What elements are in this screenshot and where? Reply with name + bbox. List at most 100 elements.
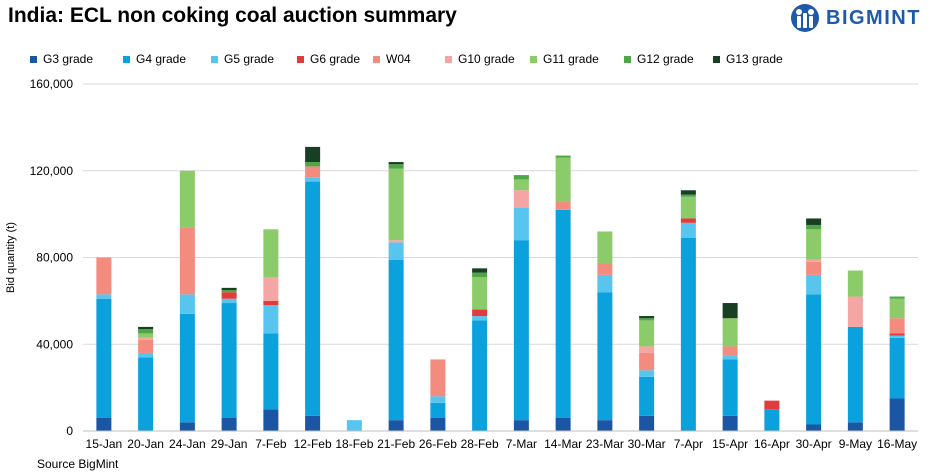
legend-label: G6 grade bbox=[310, 52, 361, 66]
legend-swatch bbox=[530, 55, 537, 63]
bar-segment bbox=[221, 290, 237, 293]
bar-segment bbox=[639, 318, 655, 321]
legend-swatch bbox=[373, 55, 380, 63]
bar-segment bbox=[179, 422, 195, 431]
legend-label: W04 bbox=[386, 52, 411, 66]
y-tick-label: 120,000 bbox=[30, 164, 74, 178]
bigmint-logo-icon bbox=[791, 4, 819, 32]
bar-segment bbox=[639, 316, 655, 319]
bar-segment bbox=[305, 177, 321, 182]
legend-swatch bbox=[123, 55, 130, 63]
y-tick-label: 80,000 bbox=[36, 251, 73, 265]
legend-swatch bbox=[211, 55, 218, 63]
bar-segment bbox=[138, 329, 154, 334]
bar-segment bbox=[138, 339, 154, 353]
legend-swatch bbox=[713, 55, 720, 63]
bar-segment bbox=[263, 409, 279, 431]
bar-segment bbox=[639, 352, 655, 371]
bar-segment bbox=[138, 352, 154, 358]
bar-segment bbox=[305, 162, 321, 167]
x-tick-label: 20-Jan bbox=[127, 437, 164, 451]
bar-segment bbox=[764, 400, 780, 410]
legend-label: G13 grade bbox=[726, 52, 783, 66]
x-tick-label: 7-Mar bbox=[506, 437, 537, 451]
bar-segment bbox=[889, 398, 905, 431]
legend-label: G4 grade bbox=[136, 52, 187, 66]
brand-logo: BIGMINT bbox=[790, 2, 921, 34]
x-tick-label: 16-Apr bbox=[754, 437, 790, 451]
legend-label: G12 grade bbox=[637, 52, 694, 66]
bar-segment bbox=[430, 359, 446, 397]
bar-segment bbox=[639, 346, 655, 353]
bar-segment bbox=[96, 257, 112, 295]
bar-segment bbox=[388, 168, 404, 241]
bar-segment bbox=[221, 303, 237, 418]
legend-swatch bbox=[30, 55, 37, 63]
x-tick-label: 30-Mar bbox=[628, 437, 666, 451]
bar-segment bbox=[513, 240, 529, 421]
chart-title: India: ECL non coking coal auction summa… bbox=[8, 4, 457, 27]
bar-segment bbox=[430, 402, 446, 418]
bar-segment bbox=[513, 207, 529, 241]
bar-segment bbox=[597, 264, 613, 275]
legend-swatch bbox=[624, 55, 631, 63]
bar-segment bbox=[597, 420, 613, 431]
x-tick-label: 24-Jan bbox=[169, 437, 206, 451]
bar-segment bbox=[263, 305, 279, 334]
x-tick-label: 26-Feb bbox=[419, 437, 457, 451]
bar-segment bbox=[96, 417, 112, 431]
bar-segment bbox=[806, 424, 822, 431]
brand-name: BIGMINT bbox=[826, 6, 921, 29]
legend-label: G5 grade bbox=[224, 52, 275, 66]
bar-segment bbox=[221, 292, 237, 299]
bar-segment bbox=[388, 164, 404, 169]
bar-segment bbox=[555, 157, 571, 202]
x-tick-label: 7-Apr bbox=[674, 437, 703, 451]
bar-segment bbox=[263, 300, 279, 306]
y-tick-label: 0 bbox=[66, 424, 73, 438]
bar-segment bbox=[305, 415, 321, 431]
bar-segment bbox=[555, 201, 571, 210]
bar-segment bbox=[639, 320, 655, 347]
bar-segment bbox=[889, 337, 905, 399]
bar-segment bbox=[430, 396, 446, 403]
legend-item: W04 bbox=[373, 52, 411, 66]
bar-segment bbox=[889, 335, 905, 338]
x-tick-label: 18-Feb bbox=[335, 437, 373, 451]
bar-segment bbox=[806, 218, 822, 225]
bar-segment bbox=[722, 415, 738, 431]
x-tick-label: 29-Jan bbox=[211, 437, 248, 451]
bar-segment bbox=[722, 355, 738, 360]
y-axis-label: Bid quantity (t) bbox=[5, 222, 17, 293]
bar-segment bbox=[806, 229, 822, 260]
bar-segment bbox=[221, 298, 237, 304]
bar-segment bbox=[179, 170, 195, 228]
bar-segment bbox=[305, 166, 321, 178]
x-tick-label: 14-Mar bbox=[544, 437, 582, 451]
legend-item: G3 grade bbox=[30, 52, 93, 66]
bar-segment bbox=[680, 218, 696, 223]
x-tick-label: 21-Feb bbox=[377, 437, 415, 451]
bar-segment bbox=[889, 298, 905, 319]
legend-label: G3 grade bbox=[43, 52, 94, 66]
legend-swatch bbox=[445, 55, 452, 63]
bar-segment bbox=[806, 274, 822, 295]
bar-segment bbox=[513, 179, 529, 191]
bar-segment bbox=[847, 296, 863, 327]
bar-segment bbox=[472, 277, 488, 310]
bar-segment bbox=[806, 259, 822, 262]
bar-segment bbox=[221, 417, 237, 431]
bar-segment bbox=[388, 240, 404, 243]
bar-segment bbox=[597, 274, 613, 293]
x-tick-label: 16-May bbox=[877, 437, 917, 451]
bar-segment bbox=[680, 196, 696, 219]
legend-item: G10 grade bbox=[445, 52, 515, 66]
bar-segment bbox=[305, 181, 321, 416]
bar-segment bbox=[388, 420, 404, 431]
legend-item: G4 grade bbox=[123, 52, 186, 66]
source-note: Source BigMint bbox=[37, 457, 119, 471]
legend-label: G11 grade bbox=[543, 52, 599, 66]
bar-segment bbox=[305, 146, 321, 163]
bar-segment bbox=[806, 261, 822, 275]
bar-segment bbox=[472, 272, 488, 278]
